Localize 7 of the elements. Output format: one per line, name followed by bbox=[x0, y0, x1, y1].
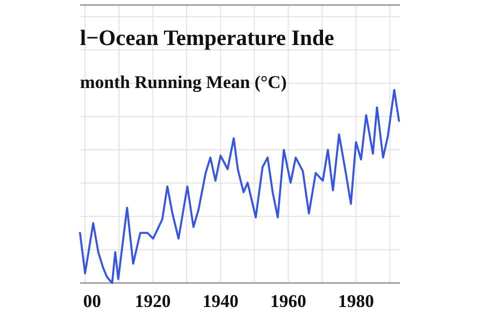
chart-title: l−Ocean Temperature Inde bbox=[80, 25, 334, 50]
x-tick-label: 1980 bbox=[338, 291, 374, 311]
x-tick-label: 1960 bbox=[270, 291, 306, 311]
x-tick-label: 1940 bbox=[202, 291, 239, 311]
x-tick-label: 00 bbox=[83, 291, 102, 311]
x-tick-label: 1920 bbox=[134, 291, 171, 311]
chart-subtitle: month Running Mean (°C) bbox=[80, 72, 287, 92]
